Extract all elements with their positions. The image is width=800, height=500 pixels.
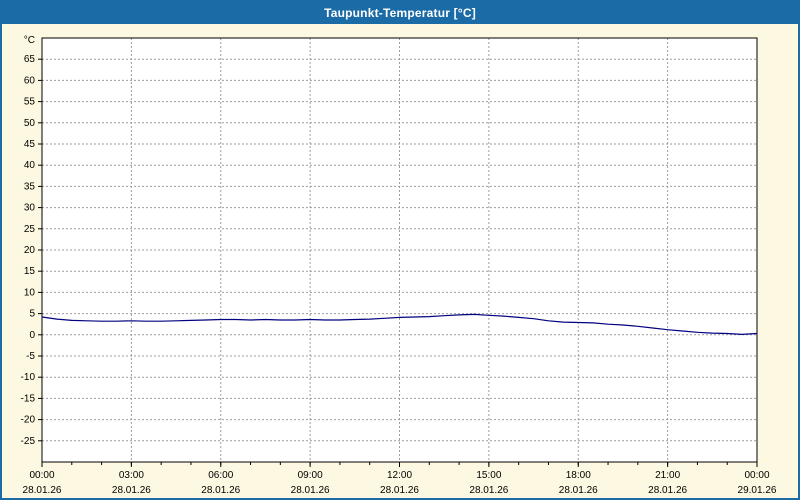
series-line [41, 313, 758, 335]
y-tick-label: 15 [24, 266, 36, 277]
y-tick-label: 25 [24, 224, 36, 235]
x-tick-time-label: 03:00 [119, 470, 144, 481]
title-bar[interactable]: Taupunkt-Temperatur [°C] [2, 2, 798, 24]
x-tick-date-label: 28.01.26 [380, 485, 419, 496]
x-tick-time-label: 18:00 [566, 470, 591, 481]
x-tick-time-label: 15:00 [476, 470, 501, 481]
window-title: Taupunkt-Temperatur [°C] [324, 6, 476, 20]
x-tick-time-label: 21:00 [655, 470, 680, 481]
x-tick-time-label: 00:00 [29, 470, 54, 481]
y-tick-label: 60 [24, 75, 36, 86]
y-tick-label: -10 [21, 372, 36, 383]
gridlines [38, 38, 758, 467]
x-tick-date-label: 28.01.26 [112, 485, 151, 496]
y-tick-label: -20 [21, 415, 36, 426]
y-tick-label: -5 [26, 351, 35, 362]
y-tick-label: 30 [24, 203, 36, 214]
x-tick-time-label: 09:00 [298, 470, 323, 481]
y-tick-label: 10 [24, 287, 36, 298]
axis-labels: 65605550454035302520151050-5-10-15-20-25… [21, 35, 777, 496]
chart-area: 65 60 55 50 45 40 35 30 25 20 15 10 5 0 -5 -10 -15 -20 -25… [2, 24, 798, 498]
x-tick-time-label: 06:00 [208, 470, 233, 481]
x-tick-time-label: 12:00 [387, 470, 412, 481]
x-tick-date-label: 28.01.26 [291, 485, 330, 496]
y-tick-label: 5 [29, 309, 35, 320]
y-tick-label: 45 [24, 139, 36, 150]
x-tick-date-label: 28.01.26 [559, 485, 598, 496]
x-tick-date-label: 29.01.26 [738, 485, 777, 496]
y-tick-label: 20 [24, 245, 36, 256]
chart-svg: 65605550454035302520151050-5-10-15-20-25… [21, 35, 777, 496]
y-tick-label: 55 [24, 97, 36, 108]
x-tick-date-label: 28.01.26 [469, 485, 508, 496]
y-tick-label: -15 [21, 393, 36, 404]
y-tick-label: 40 [24, 160, 36, 171]
y-tick-label: -25 [21, 436, 36, 447]
plot-border [41, 37, 758, 463]
y-axis-unit-label: °C [24, 35, 35, 46]
x-tick-date-label: 28.01.26 [23, 485, 62, 496]
x-tick-time-label: 00:00 [744, 470, 769, 481]
y-tick-label: 35 [24, 181, 36, 192]
y-tick-label: 50 [24, 118, 36, 129]
y-tick-label: 65 [24, 54, 36, 65]
y-tick-label: 0 [29, 330, 35, 341]
x-tick-date-label: 28.01.26 [648, 485, 687, 496]
x-tick-date-label: 28.01.26 [201, 485, 240, 496]
